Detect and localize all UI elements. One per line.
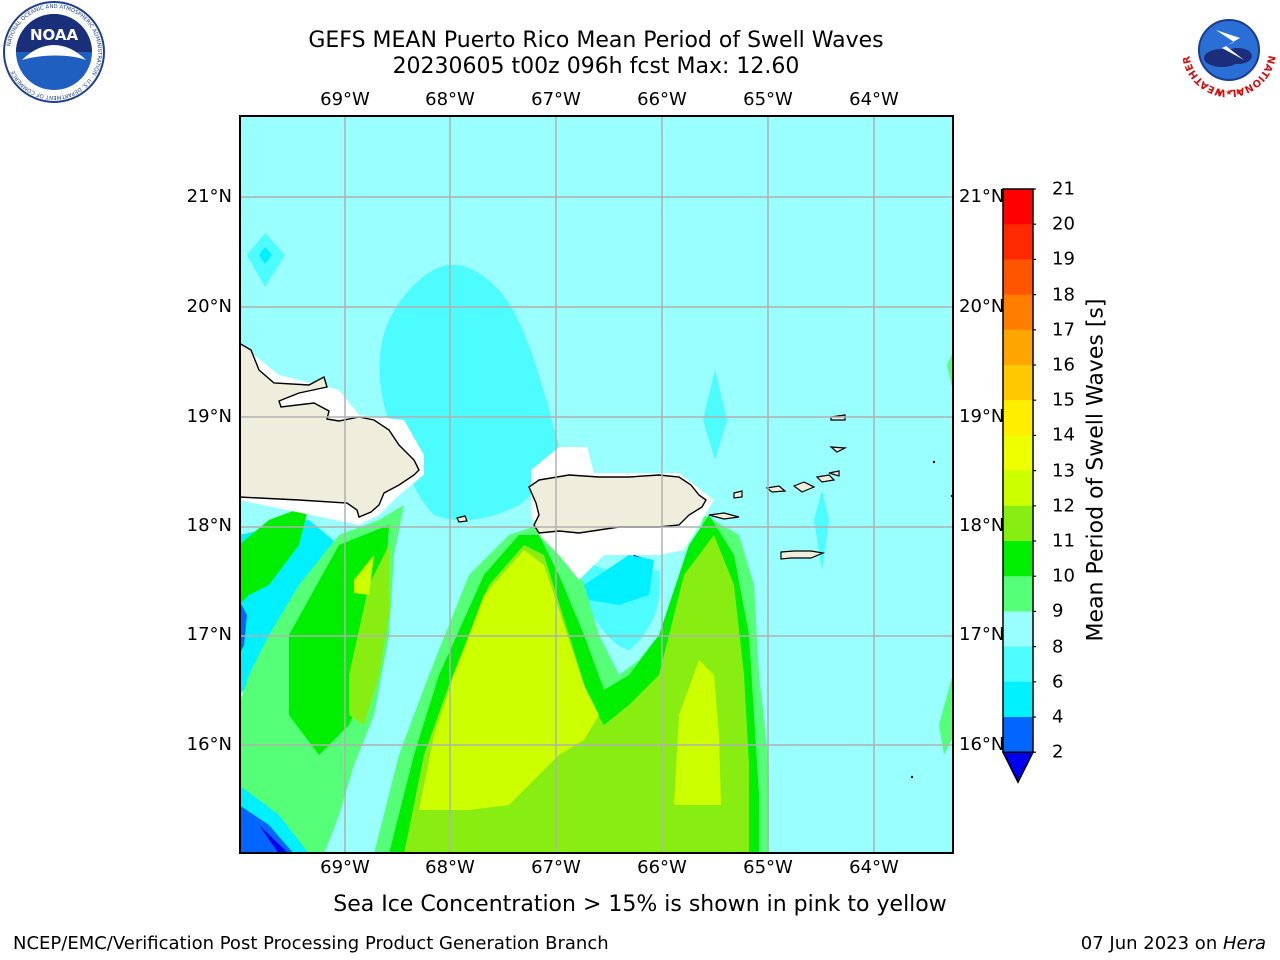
colorbar-segment [1003, 505, 1033, 542]
map-plot [239, 115, 954, 854]
colorbar-label: Mean Period of Swell Waves [s] [1083, 298, 1109, 642]
nws-logo: NATIONAL WEATHER SERVICE ★ ★ ★ [1178, 0, 1277, 98]
chart-title: GEFS MEAN Puerto Rico Mean Period of Swe… [308, 28, 884, 53]
colorbar-tick-label: 20 [1052, 213, 1075, 235]
colorbar-segment [1003, 400, 1033, 436]
lon-tick-top: 69°W [320, 89, 370, 110]
colorbar-tick-label: 16 [1052, 354, 1075, 376]
lat-tick-left: 16°N [186, 734, 232, 755]
footer-branch: NCEP/EMC/Verification Post Processing Pr… [13, 933, 609, 954]
colorbar-segment [1003, 646, 1033, 683]
lat-tick-left: 19°N [186, 406, 232, 427]
footer-host: Hera [1222, 933, 1266, 954]
colorbar-segment [1003, 329, 1033, 366]
colorbar-segment [1003, 470, 1033, 507]
colorbar-extend-arrow [1001, 751, 1035, 784]
colorbar-tick-label: 10 [1052, 565, 1075, 587]
lat-tick-right: 17°N [959, 624, 1005, 645]
contour-max-west [354, 555, 374, 595]
colorbar-tick-label: 9 [1052, 600, 1064, 622]
lon-tick-bottom: 64°W [849, 857, 899, 878]
colorbar-tick-label: 6 [1052, 671, 1064, 693]
colorbar-segment [1003, 611, 1033, 648]
lat-tick-left: 20°N [186, 296, 232, 317]
svg-text:★ ★ ★: ★ ★ ★ [1216, 88, 1243, 97]
lat-tick-left: 17°N [186, 624, 232, 645]
noaa-logo: NATIONAL OCEANIC AND ATMOSPHERIC ADMINIS… [3, 1, 105, 103]
lon-tick-bottom: 66°W [637, 857, 687, 878]
lon-tick-top: 66°W [637, 89, 687, 110]
colorbar-tick-label: 2 [1052, 741, 1064, 763]
contour-lightgreen-east [939, 670, 954, 755]
colorbar-segment [1003, 189, 1033, 225]
colorbar-tick-label: 13 [1052, 460, 1075, 482]
contour-cyan-pr-south [584, 555, 654, 605]
colorbar-segment [1003, 541, 1033, 577]
land-st-croix [780, 550, 826, 560]
noaa-text: NOAA [30, 26, 79, 44]
chart-subtitle: 20230605 t00z 096h fcst Max: 12.60 [392, 54, 800, 79]
lon-tick-bottom: 68°W [425, 857, 475, 878]
colorbar [1001, 188, 1036, 784]
grid [239, 115, 954, 854]
colorbar-segment [1003, 294, 1033, 331]
lat-tick-left: 18°N [186, 515, 232, 536]
land-islet-se [910, 775, 914, 779]
lat-tick-right: 16°N [959, 734, 1005, 755]
colorbar-tick-label: 12 [1052, 495, 1075, 517]
sea-ice-note: Sea Ice Concentration > 15% is shown in … [333, 892, 947, 917]
footer-date-text: 07 Jun 2023 on [1080, 933, 1223, 954]
colorbar-tick-label: 14 [1052, 424, 1075, 446]
contour-darkblue-sw [259, 825, 289, 854]
land-islet-east [932, 460, 936, 464]
land-anegada [829, 446, 848, 453]
lat-tick-right: 19°N [959, 406, 1005, 427]
contour-max-east [674, 660, 721, 805]
colorbar-segment [1003, 576, 1033, 612]
land-tortola [815, 474, 836, 483]
colorbar-segment [1003, 224, 1033, 260]
land-virgin-gorda [828, 470, 840, 477]
colorbar-tick-label: 18 [1052, 284, 1075, 306]
colorbar-segment [1003, 717, 1033, 753]
colorbar-segment [1003, 365, 1033, 401]
lat-tick-left: 21°N [186, 186, 232, 207]
contour-yg-west [349, 545, 389, 725]
land-vieques [708, 512, 740, 520]
contour-north-cyan [379, 264, 560, 521]
colorbar-tick-label: 15 [1052, 389, 1075, 411]
land-st-john [792, 481, 816, 493]
contour-small-diamond-inner [259, 247, 272, 264]
lat-tick-right: 21°N [959, 186, 1005, 207]
colorbar-segment [1003, 435, 1033, 472]
colorbar-tick-label: 19 [1052, 248, 1075, 270]
land-culebra [733, 490, 743, 499]
lon-tick-bottom: 69°W [320, 857, 370, 878]
lon-tick-bottom: 65°W [743, 857, 793, 878]
colorbar-tick-label: 4 [1052, 706, 1064, 728]
lat-tick-right: 20°N [959, 296, 1005, 317]
land-hispaniola [239, 342, 420, 518]
lon-tick-top: 65°W [743, 89, 793, 110]
lat-tick-right: 18°N [959, 515, 1005, 536]
lon-tick-top: 64°W [849, 89, 899, 110]
colorbar-segment [1003, 681, 1033, 718]
land-mona [456, 515, 468, 523]
contour-east-sliver-2 [814, 490, 829, 570]
colorbar-tick-label: 21 [1052, 178, 1075, 200]
land-st-thomas [765, 485, 787, 493]
contour-east-sliver [703, 370, 727, 460]
contour-green-west [239, 505, 309, 605]
colorbar-tick-label: 11 [1052, 530, 1075, 552]
contour-blue-sw-2 [239, 805, 294, 854]
lon-tick-top: 67°W [531, 89, 581, 110]
lon-tick-bottom: 67°W [531, 857, 581, 878]
lon-tick-top: 68°W [425, 89, 475, 110]
map-frame [239, 115, 954, 854]
footer-date: 07 Jun 2023 on Hera [1081, 933, 1266, 954]
colorbar-tick-label: 8 [1052, 636, 1064, 658]
colorbar-segment [1003, 259, 1033, 296]
colorbar-tick-label: 17 [1052, 319, 1075, 341]
